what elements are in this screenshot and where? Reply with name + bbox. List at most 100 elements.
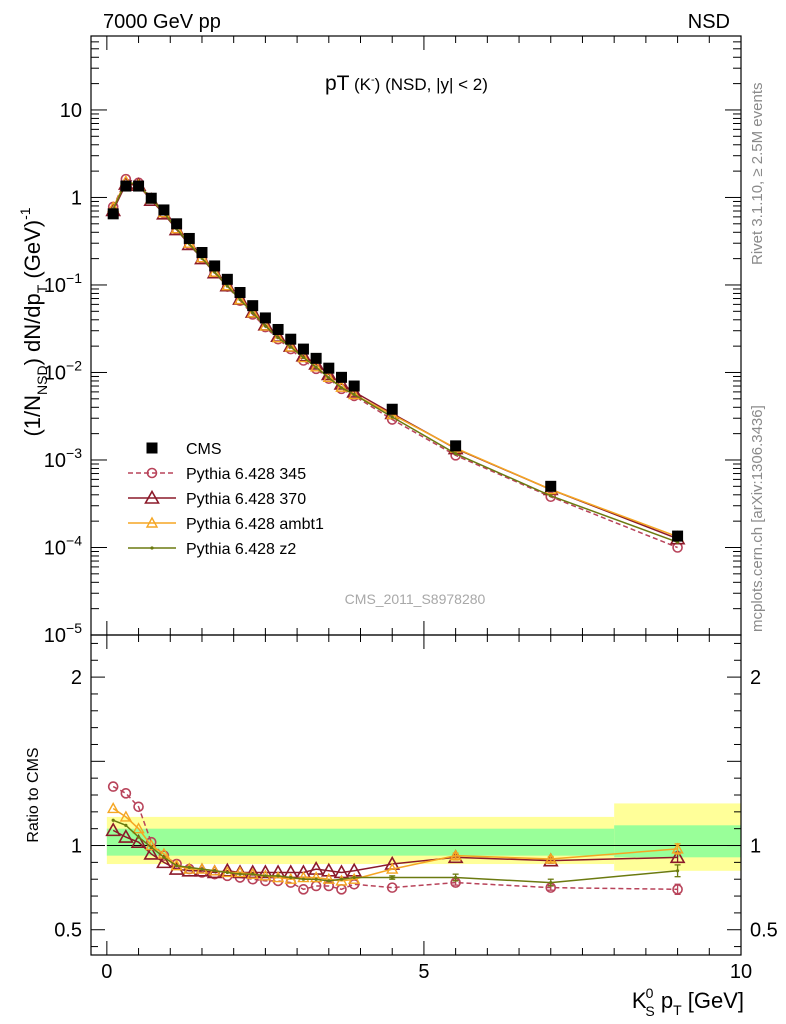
main-point-ambt1-8 xyxy=(208,265,221,277)
main-point-z2-11 xyxy=(251,311,255,315)
ratio-y-tick-label-right-0: 2 xyxy=(750,667,761,689)
legend: CMS Pythia 6.428 345 Pythia 6.428 370 Pythi… xyxy=(128,441,324,558)
main-point-cms-20 xyxy=(386,403,398,415)
ratio-point-ambt1-1 xyxy=(119,810,133,822)
ratio-point-z2-22 xyxy=(549,880,553,885)
main-point-cms-5 xyxy=(171,218,183,230)
ratio-y-tick-label-right-1: 1 xyxy=(750,836,761,858)
legend-marker-ambt1 xyxy=(145,516,159,528)
energy-label: 7000 GeV pp xyxy=(103,11,221,33)
legend-marker-p345 xyxy=(146,467,158,479)
x-tick-label-2: 10 xyxy=(730,961,752,983)
ratio-y-axis-label: Ratio to CMS xyxy=(25,747,42,842)
ratio-point-p370-16 xyxy=(308,860,324,875)
main-point-ambt1-13 xyxy=(271,331,285,343)
main-point-ambt1-10 xyxy=(233,293,247,305)
x-axis-label: K0 S pT [GeV] xyxy=(632,985,744,1019)
main-point-cms-12 xyxy=(259,312,271,324)
ratio-band-inner-0 xyxy=(106,828,615,856)
ratio-point-p345-20 xyxy=(386,882,398,893)
main-point-cms-23 xyxy=(672,530,684,542)
main-plot-title-particle: (K-) (NSD, |y| < 2) xyxy=(354,74,488,94)
ratio-point-p370-17 xyxy=(320,862,337,877)
ratio-point-p370-3 xyxy=(143,845,160,860)
watermark: CMS_2011_S8978280 xyxy=(345,591,486,607)
ratio-point-p370-4 xyxy=(156,854,172,869)
ratio-point-z2-13 xyxy=(276,874,280,878)
main-y-axis-label: (1/NNSD) dN/dpT (GeV)-1 xyxy=(17,207,50,436)
main-y-tick-label-0: 10 xyxy=(60,100,82,122)
ratio-point-ambt1-20 xyxy=(386,862,399,874)
ratio-point-ambt1-2 xyxy=(132,822,145,834)
ratio-point-ambt1-23 xyxy=(671,842,684,854)
ratio-point-p370-0 xyxy=(105,822,122,837)
main-point-cms-9 xyxy=(221,273,233,285)
ratio-point-ambt1-6 xyxy=(183,862,196,874)
main-y-tick-label-3: 10−2 xyxy=(44,357,82,384)
main-point-cms-7 xyxy=(196,246,208,258)
legend-marker-z2 xyxy=(150,546,154,550)
x-tick-label-0: 0 xyxy=(101,961,112,983)
ratio-point-ambt1-17 xyxy=(322,872,335,884)
main-point-ambt1-17 xyxy=(322,370,335,383)
ratio-point-z2-16 xyxy=(314,877,318,881)
ratio-point-p370-1 xyxy=(118,828,134,843)
main-point-cms-3 xyxy=(145,192,157,204)
main-y-tick-label-2: 10−1 xyxy=(44,270,82,297)
legend-label-cms: CMS xyxy=(186,441,222,458)
main-point-cms-4 xyxy=(158,204,170,216)
ratio-y-tick-label-left-1: 1 xyxy=(71,836,82,858)
ratio-point-z2-5 xyxy=(175,864,179,868)
ratio-point-ambt1-5 xyxy=(170,859,183,871)
main-y-tick-label-6: 10−5 xyxy=(44,620,82,647)
main-point-cms-14 xyxy=(285,333,297,345)
ratio-point-z2-3 xyxy=(149,845,153,849)
ratio-point-z2-23 xyxy=(675,869,680,873)
ratio-point-ambt1-22 xyxy=(544,852,557,864)
ratio-point-z2-10 xyxy=(238,872,242,876)
main-point-cms-11 xyxy=(247,300,259,312)
ratio-point-z2-8 xyxy=(213,869,217,873)
ratio-point-z2-19 xyxy=(352,875,356,880)
main-point-ambt1-11 xyxy=(246,306,259,318)
ratio-point-z2-11 xyxy=(251,872,255,876)
main-panel: 10 1 10−1 10−2 10−3 10−4 10−5 pT (K-) (NSD, |y… xyxy=(17,35,742,647)
ratio-line-z2 xyxy=(112,819,678,884)
ratio-point-p370-5 xyxy=(168,860,185,875)
main-point-z2-19 xyxy=(352,392,356,397)
main-point-cms-10 xyxy=(234,287,246,299)
ratio-point-z2-1 xyxy=(124,823,128,827)
main-line-p370 xyxy=(112,183,678,540)
ratio-point-ambt1-19 xyxy=(347,872,361,884)
ratio-line-p345 xyxy=(112,785,678,891)
ratio-point-p370-12 xyxy=(257,864,274,879)
ratio-point-p345-15 xyxy=(298,884,309,895)
legend-marker-p370 xyxy=(144,489,160,504)
main-y-tick-label-5: 10−4 xyxy=(44,532,82,559)
source-url-label: mcplots.cern.ch [arXiv:1306.3436] xyxy=(749,405,766,632)
ratio-point-ambt1-0 xyxy=(107,802,120,814)
main-point-z2-12 xyxy=(263,324,267,328)
ratio-point-ambt1-21 xyxy=(449,849,462,861)
ratio-plot-frame xyxy=(90,634,742,956)
ratio-point-p370-19 xyxy=(346,862,363,877)
main-point-z2-20 xyxy=(390,415,394,419)
rivet-version-label: Rivet 3.1.10, ≥ 2.5M events xyxy=(749,83,766,266)
main-point-ambt1-15 xyxy=(297,351,310,363)
main-point-cms-21 xyxy=(450,440,462,452)
legend-label-p370: Pythia 6.428 370 xyxy=(186,491,306,508)
main-point-cms-8 xyxy=(209,260,221,272)
main-point-cms-2 xyxy=(133,180,145,192)
ratio-y-tick-label-left-0: 2 xyxy=(71,667,82,689)
ratio-y-tick-label-left-2: 0.5 xyxy=(54,920,82,942)
ratio-point-z2-21 xyxy=(454,875,458,880)
ratio-point-ambt1-10 xyxy=(233,866,247,878)
ratio-point-z2-18 xyxy=(339,877,344,881)
ratio-point-p345-1 xyxy=(120,788,132,799)
main-point-ambt1-14 xyxy=(284,340,297,352)
ratio-point-p345-2 xyxy=(133,801,144,813)
ratio-point-p370-2 xyxy=(130,834,147,848)
main-point-cms-13 xyxy=(272,323,284,335)
legend-label-ambt1: Pythia 6.428 ambt1 xyxy=(186,516,324,533)
ratio-point-z2-6 xyxy=(187,865,191,870)
